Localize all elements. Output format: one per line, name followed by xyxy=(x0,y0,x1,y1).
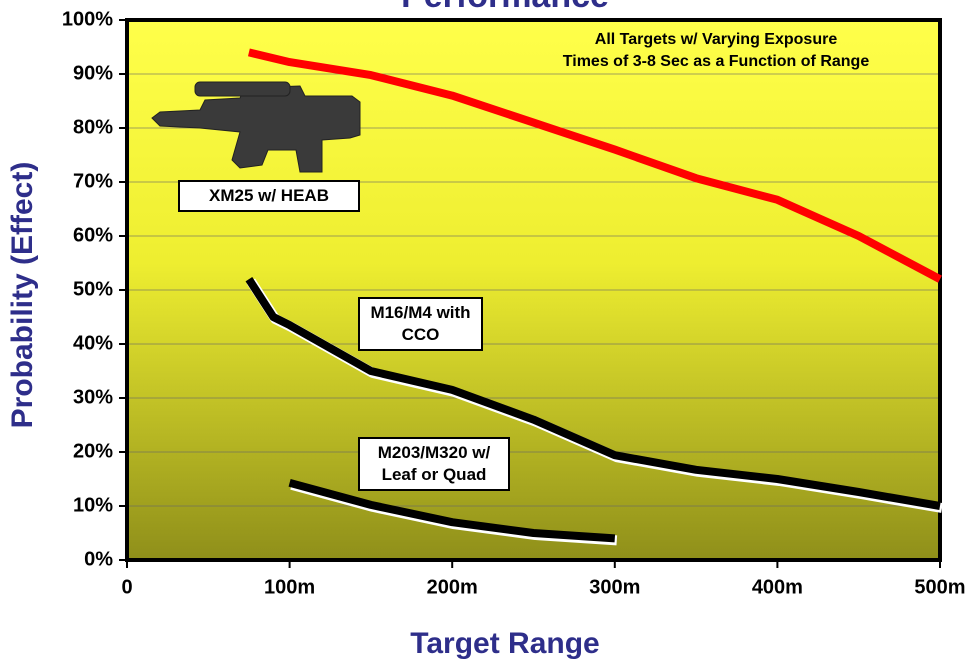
y-axis-title: Probability (Effect) xyxy=(6,162,39,429)
x-tick-label: 400m xyxy=(752,576,803,598)
x-tick-label: 200m xyxy=(427,576,478,598)
y-tick-label: 90% xyxy=(73,62,113,84)
y-tick-label: 100% xyxy=(62,8,113,30)
chart: Performance All Targets w/ Varying Expos… xyxy=(0,0,977,663)
y-tick-label: 40% xyxy=(73,332,113,354)
y-tick-label: 70% xyxy=(73,170,113,192)
y-tick-label: 60% xyxy=(73,224,113,246)
page: {"chart_data": {"type": "line", "title":… xyxy=(0,0,977,663)
y-tick-label: 0% xyxy=(84,548,113,570)
annotation: All Targets w/ Varying Exposure xyxy=(595,31,838,48)
y-tick-label: 30% xyxy=(73,386,113,408)
chart-title: Performance xyxy=(401,0,609,15)
y-tick-label: 50% xyxy=(73,278,113,300)
series-label: M16/M4 with CCO xyxy=(358,297,483,351)
y-tick-label: 10% xyxy=(73,494,113,516)
x-tick-label: 300m xyxy=(589,576,640,598)
annotation: Times of 3-8 Sec as a Function of Range xyxy=(563,53,870,70)
x-tick-label: 500m xyxy=(914,576,965,598)
y-tick-label: 20% xyxy=(73,440,113,462)
x-axis-title: Target Range xyxy=(410,627,599,660)
x-tick-label: 100m xyxy=(264,576,315,598)
series-label: XM25 w/ HEAB xyxy=(178,180,360,212)
series-label: M203/M320 w/ Leaf or Quad xyxy=(358,437,510,491)
x-tick-label: 0 xyxy=(121,576,132,598)
y-tick-label: 80% xyxy=(73,116,113,138)
